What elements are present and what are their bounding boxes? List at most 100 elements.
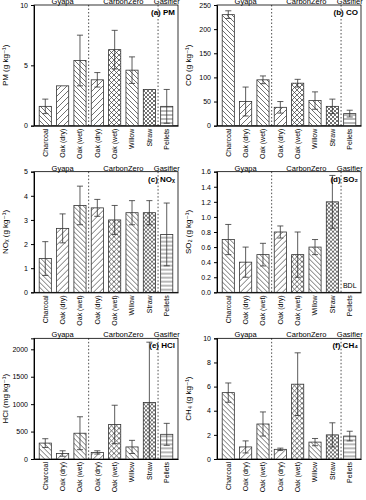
- tick-label: 50: [203, 98, 211, 105]
- tick-mark: [214, 172, 217, 173]
- tick-label: 0: [207, 122, 211, 129]
- x-tick: Straw: [329, 459, 336, 480]
- group-label: Gyapa: [235, 0, 258, 6]
- plot-frame: [217, 338, 361, 459]
- group-label: Gyapa: [52, 330, 75, 339]
- tick-label: Pellets: [163, 462, 170, 484]
- tick-label: 2: [24, 241, 28, 248]
- tick-mark: [214, 53, 217, 54]
- group-label: CarbonZero: [103, 330, 143, 339]
- tick-label: Pellets: [346, 295, 353, 317]
- x-tick: Oak (wet): [259, 459, 267, 492]
- y-tick: 0.2: [201, 274, 217, 281]
- tick-mark: [214, 232, 217, 233]
- tick-label: Oak (wet): [294, 295, 302, 325]
- x-tick: Oak (dry): [94, 459, 102, 491]
- tick-mark: [214, 77, 217, 78]
- y-tick: 1: [24, 265, 34, 272]
- tick-mark: [214, 247, 217, 248]
- y-tick: 0.4: [201, 259, 217, 266]
- error-bar: [94, 199, 100, 216]
- tick-mark: [31, 404, 34, 405]
- tick-label: 10: [203, 335, 211, 342]
- x-tick: Oak (dry): [242, 126, 250, 158]
- x-tick: Oak (wet): [294, 292, 302, 325]
- x-tick: Oak (dry): [277, 292, 285, 324]
- error-bar: [225, 383, 231, 402]
- group-label: CarbonZero: [103, 164, 143, 173]
- y-axis: 012345: [24, 168, 34, 296]
- y-tick: 2: [207, 432, 217, 439]
- x-tick: Willow: [311, 459, 318, 482]
- y-tick: 500: [16, 428, 34, 435]
- error-bar: [312, 92, 318, 109]
- error-bar: [225, 11, 231, 19]
- x-tick: Oak (wet): [294, 459, 302, 492]
- group-label: CarbonZero: [286, 0, 326, 6]
- tick-label: Straw: [146, 128, 153, 147]
- tick-label: Oak (wet): [111, 462, 119, 492]
- group-separator: [158, 172, 159, 293]
- x-tick: Oak (dry): [94, 126, 102, 158]
- error-bar: [129, 440, 135, 453]
- tick-mark: [214, 102, 217, 103]
- bars: [39, 186, 173, 292]
- y-axis: 0500100015002000: [12, 339, 34, 463]
- error-bar: [77, 417, 83, 450]
- tick-label: Pellets: [163, 128, 170, 150]
- y-tick: 50: [203, 98, 217, 105]
- x-tick: Oak (dry): [59, 459, 67, 491]
- plot-frame: [34, 338, 178, 459]
- error-bar: [60, 214, 66, 243]
- plot-frame: [34, 5, 178, 126]
- group-separator: [88, 172, 89, 293]
- error-bar: [243, 441, 249, 453]
- tick-mark: [214, 217, 217, 218]
- tick-label: Straw: [146, 461, 153, 480]
- y-axis: 0.00.20.40.60.81.01.21.41.6: [201, 168, 217, 296]
- x-tick: Willow: [128, 459, 135, 482]
- y-tick: 150: [199, 50, 217, 57]
- tick-label: 5: [24, 168, 28, 175]
- group-separator: [88, 5, 89, 126]
- tick-label: Straw: [329, 128, 336, 147]
- error-bar: [225, 224, 231, 254]
- axis-line: [31, 339, 35, 460]
- error-bar: [277, 226, 283, 238]
- x-tick: Straw: [329, 126, 336, 147]
- y-tick: 5: [24, 168, 34, 175]
- tick-label: 2000: [12, 346, 28, 353]
- tick-label: Charcoal: [42, 295, 49, 323]
- error-bar: [277, 102, 283, 114]
- x-tick: Charcoal: [42, 459, 49, 490]
- x-tick: Oak (wet): [294, 126, 302, 159]
- tick-label: 200: [199, 26, 211, 33]
- y-tick: 4: [207, 407, 217, 414]
- x-tick: Pellets: [346, 459, 353, 483]
- group-label: Gyapa: [52, 0, 75, 6]
- x-tick: Charcoal: [42, 126, 49, 157]
- x-tick: Willow: [311, 292, 318, 315]
- tick-label: 1.4: [201, 183, 211, 190]
- tick-mark: [31, 65, 34, 66]
- error-bar: [164, 203, 170, 266]
- y-axis-title: CH₄ (g kg⁻¹): [184, 376, 193, 421]
- x-tick: Oak (dry): [59, 126, 67, 158]
- tick-label: Oak (dry): [94, 129, 102, 158]
- y-tick: 0: [24, 122, 34, 129]
- tick-mark: [214, 5, 217, 6]
- x-axis: CharcoalOak (dry)Oak (wet)Oak (dry)Oak (…: [35, 292, 179, 325]
- tick-label: 3: [24, 217, 28, 224]
- tick-mark: [214, 411, 217, 412]
- axis-line: [35, 126, 179, 127]
- tick-label: 8: [207, 359, 211, 366]
- y-tick: 0: [207, 456, 217, 463]
- tick-label: 1.6: [201, 168, 211, 175]
- error-bar: [329, 423, 335, 447]
- tick-label: Straw: [329, 461, 336, 480]
- group-label: Gasifier: [154, 164, 180, 173]
- y-tick: 200: [199, 26, 217, 33]
- x-tick: Oak (dry): [242, 292, 250, 324]
- x-tick: Oak (wet): [76, 126, 84, 159]
- x-tick: Oak (dry): [242, 459, 250, 491]
